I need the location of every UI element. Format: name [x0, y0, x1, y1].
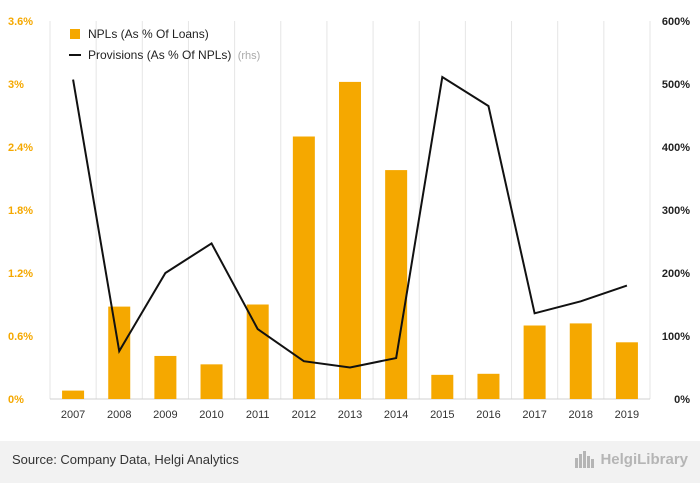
- left-tick-label: 0%: [8, 394, 24, 406]
- right-tick-label: 100%: [662, 331, 690, 343]
- left-tick-label: 1.2%: [8, 268, 33, 280]
- bar-2014: [385, 170, 408, 399]
- city-skyline-icon: [575, 451, 595, 468]
- right-tick-label: 0%: [674, 394, 690, 406]
- bar-2016: [477, 373, 500, 399]
- x-tick-label: 2009: [153, 409, 177, 421]
- right-axis: 0% 100% 200% 300% 400% 500% 600%: [662, 16, 690, 406]
- bar-2013: [339, 81, 361, 400]
- x-tick-label: 2018: [569, 409, 593, 421]
- x-tick-label: 2015: [430, 409, 454, 421]
- bar-2010: [200, 364, 223, 399]
- source-text: Source: Company Data, Helgi Analytics: [12, 452, 239, 467]
- right-tick-label: 300%: [662, 205, 690, 217]
- provisions-line: [72, 75, 628, 369]
- left-tick-label: 3.6%: [8, 16, 33, 28]
- bar-2012: [292, 136, 315, 399]
- legend-label-provisions-suffix: (rhs): [238, 50, 261, 62]
- left-tick-label: 1.8%: [8, 205, 33, 217]
- footer: Source: Company Data, Helgi Analytics He…: [0, 441, 700, 483]
- right-tick-label: 600%: [662, 16, 690, 28]
- right-tick-label: 400%: [662, 142, 690, 154]
- brand-name: HelgiLibrary: [600, 450, 688, 468]
- x-tick-label: 2011: [246, 409, 270, 421]
- bar-2007: [62, 390, 85, 399]
- brand-logo: HelgiLibrary: [574, 450, 688, 468]
- x-tick-label: 2019: [615, 409, 639, 421]
- left-axis: 0% 0.6% 1.2% 1.8% 2.4% 3% 3.6%: [8, 16, 33, 406]
- left-tick-label: 0.6%: [8, 331, 33, 343]
- x-tick-label: 2017: [522, 409, 546, 421]
- x-tick-label: 2007: [61, 409, 85, 421]
- right-tick-label: 200%: [662, 268, 690, 280]
- legend-label-provisions: Provisions (As % Of NPLs) (rhs): [88, 48, 260, 62]
- bar-2009: [154, 355, 177, 399]
- bar-2011: [246, 304, 269, 399]
- legend-label-provisions-name: Provisions (As % Of NPLs): [88, 48, 231, 62]
- bar-2018: [569, 323, 592, 399]
- left-tick-label: 3%: [8, 79, 24, 91]
- npl-bars: [62, 81, 638, 400]
- legend: NPLs (As % Of Loans) Provisions (As % Of…: [69, 27, 260, 62]
- chart: 0% 0.6% 1.2% 1.8% 2.4% 3% 3.6% 0% 100% 200% 300% 4…: [8, 16, 690, 421]
- right-tick-label: 500%: [662, 79, 690, 91]
- x-tick-label: 2012: [292, 409, 316, 421]
- x-tick-label: 2016: [476, 409, 500, 421]
- x-tick-label: 2008: [107, 409, 131, 421]
- x-tick-label: 2010: [199, 409, 223, 421]
- x-tick-label: 2013: [338, 409, 362, 421]
- legend-label-npls: NPLs (As % Of Loans): [88, 27, 209, 41]
- bar-2017: [523, 325, 546, 399]
- bar-2015: [431, 374, 454, 399]
- bar-2019: [615, 342, 638, 399]
- grid-lines: [49, 21, 651, 400]
- legend-swatch-npls: [70, 29, 80, 39]
- x-axis: 2007 2008 2009 2010 2011 2012 2013 2014 2015 2016…: [61, 409, 639, 421]
- x-tick-label: 2014: [384, 409, 408, 421]
- left-tick-label: 2.4%: [8, 142, 33, 154]
